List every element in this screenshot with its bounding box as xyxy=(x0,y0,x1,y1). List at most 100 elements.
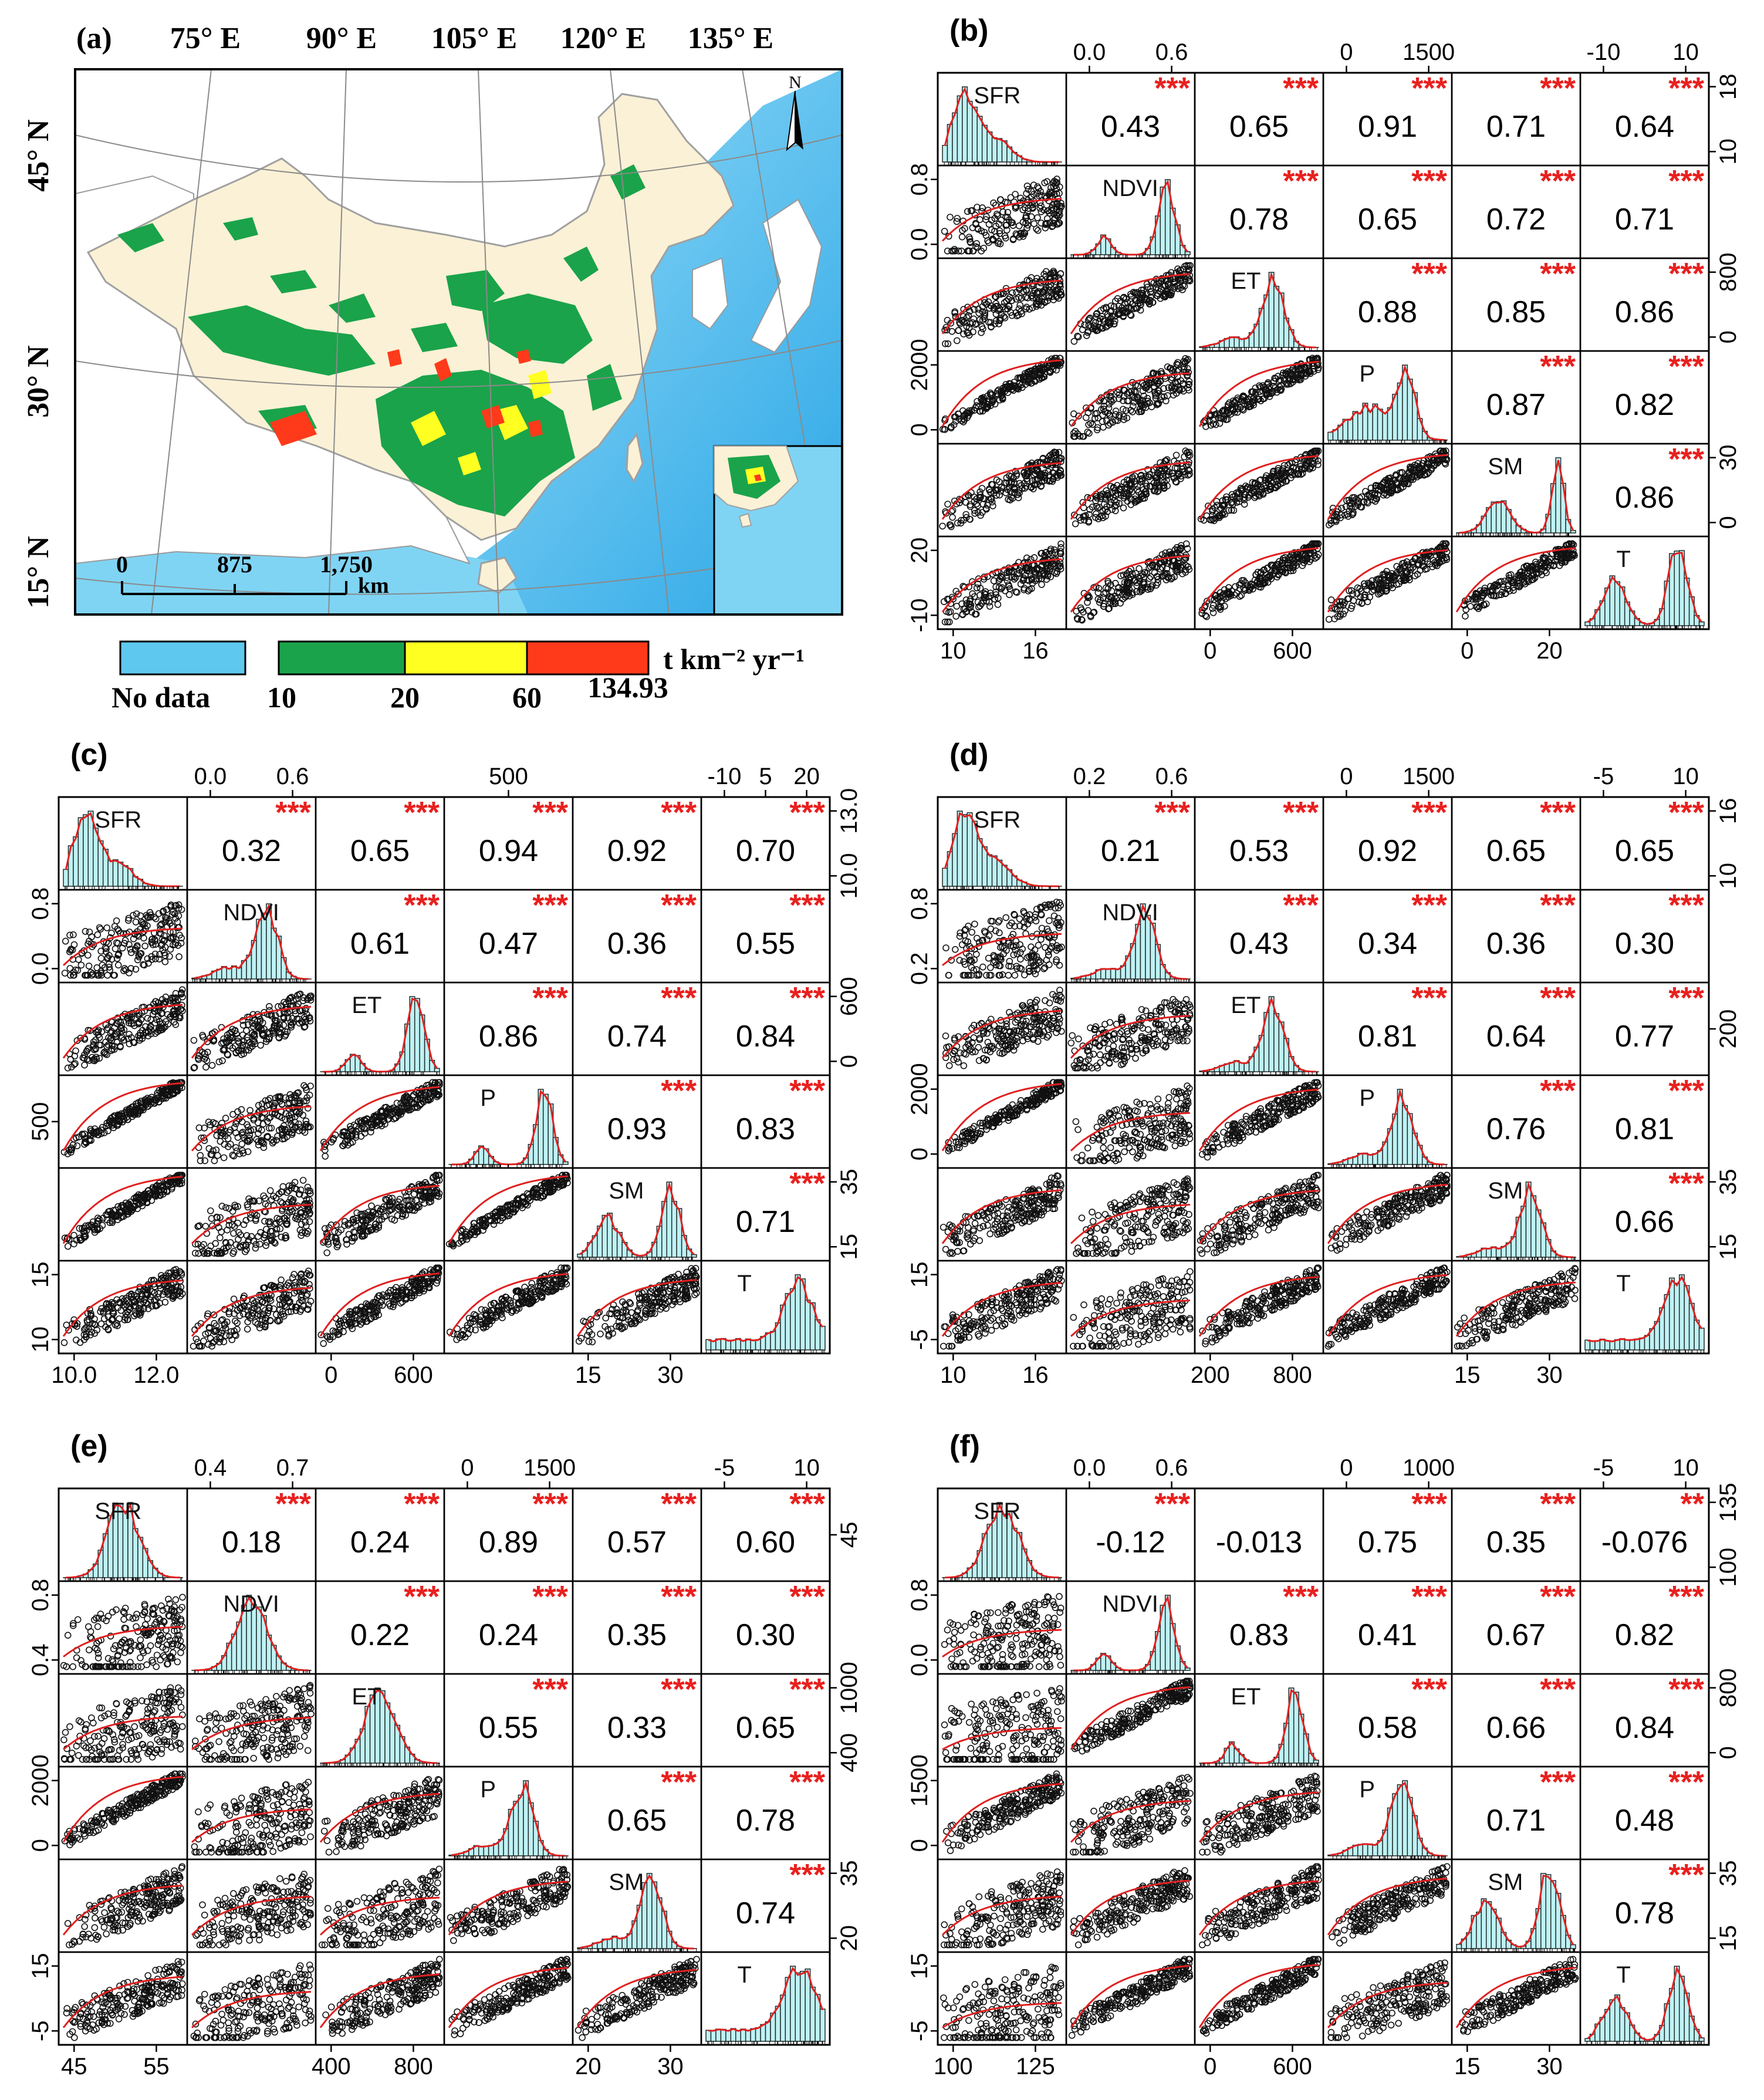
scatter-point xyxy=(984,237,991,244)
sfr-high-areas xyxy=(270,349,543,446)
scatter-point xyxy=(1035,185,1042,192)
scatter-point xyxy=(979,204,986,211)
scatter-point xyxy=(1024,217,1032,225)
variable-label: SFR xyxy=(974,83,1020,109)
scale-bar xyxy=(121,581,347,595)
scatter-point xyxy=(1053,211,1060,218)
scatter-point xyxy=(1053,200,1060,207)
scatter-point xyxy=(1052,178,1060,186)
density-line xyxy=(944,87,1059,163)
scatter-point xyxy=(1038,208,1045,215)
map-legend xyxy=(119,640,650,676)
scatter-point xyxy=(1054,200,1061,208)
lat-label-2: 15° N xyxy=(22,536,55,608)
significance-stars: *** xyxy=(1668,72,1704,106)
significance-stars: *** xyxy=(1154,72,1190,106)
scale-tick-2: 1,750 xyxy=(320,551,373,578)
scatter-point xyxy=(964,208,971,215)
significance-stars: *** xyxy=(1540,72,1576,106)
scatter-point xyxy=(991,215,999,222)
korea-japan-land xyxy=(692,198,823,353)
scatter-point xyxy=(955,247,962,255)
scatter-point xyxy=(1056,183,1063,191)
scatter-point xyxy=(1012,230,1020,238)
scatter-point xyxy=(1019,206,1026,214)
scatter-point xyxy=(1020,197,1027,205)
lon-label-2: 105° E xyxy=(431,22,517,55)
scatter-point xyxy=(1012,191,1019,198)
scale-tick-0: 0 xyxy=(116,551,128,578)
correlation-value: 0.71 xyxy=(1486,110,1546,144)
correlation-value: 0.91 xyxy=(1358,110,1417,144)
scatter-point xyxy=(1046,220,1054,227)
scatter-point xyxy=(1050,177,1058,185)
legend-break-2: 60 xyxy=(512,681,542,714)
lon-label-1: 90° E xyxy=(306,22,377,55)
legend-break-1: 20 xyxy=(390,681,420,714)
correlation-value: 0.65 xyxy=(1229,110,1289,144)
scatter-point xyxy=(1011,198,1018,205)
legend-break-0: 10 xyxy=(267,681,296,714)
scatter-point xyxy=(1038,220,1045,227)
scatter-point xyxy=(976,216,984,224)
taiwan-island xyxy=(626,432,644,484)
scatter-point xyxy=(978,247,985,255)
scatter-point xyxy=(1002,222,1009,229)
legend-unit: t km⁻² yr⁻¹ xyxy=(663,643,805,676)
map-frame xyxy=(74,68,843,616)
scale-tick-1: 875 xyxy=(217,551,252,578)
lon-label-4: 135° E xyxy=(688,22,773,55)
scatter-point xyxy=(953,218,961,225)
legend-nodata-swatch xyxy=(119,640,246,676)
scatter-point xyxy=(1041,179,1048,187)
legend-break-3: 134.93 xyxy=(587,671,668,704)
scatter-point xyxy=(990,199,997,207)
scatter-point xyxy=(1003,227,1011,234)
north-arrow-icon xyxy=(786,90,803,151)
scatter-point xyxy=(991,228,998,235)
scatter-point xyxy=(947,214,954,221)
scatter-point xyxy=(966,235,974,243)
panel-label-b: (b) xyxy=(949,13,988,48)
scatter-point xyxy=(958,247,965,255)
scale-unit: km xyxy=(358,573,389,598)
scatter-point xyxy=(1034,214,1041,221)
lon-label-3: 120° E xyxy=(560,22,646,55)
panel-label-a: (a) xyxy=(76,22,112,55)
significance-stars: *** xyxy=(1283,72,1319,106)
map-panel: N 0 875 1,750 km (a) 75° E 90° E 105° E … xyxy=(22,22,843,714)
legend-high-swatch xyxy=(526,640,650,676)
scatter-point xyxy=(1042,221,1049,228)
scatter-point xyxy=(959,227,966,234)
scatter-point xyxy=(1030,220,1038,228)
north-label: N xyxy=(789,73,802,92)
map-inset xyxy=(713,445,843,616)
scatter-point xyxy=(969,247,977,255)
scatter-point xyxy=(1034,190,1041,197)
lat-label-0: 45° N xyxy=(22,119,55,191)
scatter-point xyxy=(1030,181,1038,189)
scatter-point xyxy=(974,204,981,211)
legend-mid-swatch xyxy=(404,640,528,676)
scatter-point xyxy=(1050,220,1057,227)
correlation-value: 0.64 xyxy=(1615,110,1674,144)
lat-label-1: 30° N xyxy=(22,345,55,417)
scatter-point xyxy=(1013,231,1020,239)
legend-nodata-label: No data xyxy=(111,681,210,714)
scatter-point xyxy=(1007,194,1015,201)
scatter-point xyxy=(1015,222,1023,229)
scatter-point xyxy=(1024,207,1032,215)
scatter-point xyxy=(954,215,961,222)
scatter-point xyxy=(996,227,1003,235)
sea-south xyxy=(75,546,528,615)
scatter-point xyxy=(1023,183,1031,190)
scatter-point xyxy=(945,232,952,240)
sfr-low-areas xyxy=(117,164,646,516)
scatter-point xyxy=(1035,227,1042,234)
scatter-point xyxy=(958,233,966,241)
correlation-value: 0.43 xyxy=(1101,110,1160,144)
significance-stars: *** xyxy=(1411,72,1447,106)
china-land xyxy=(86,93,735,541)
